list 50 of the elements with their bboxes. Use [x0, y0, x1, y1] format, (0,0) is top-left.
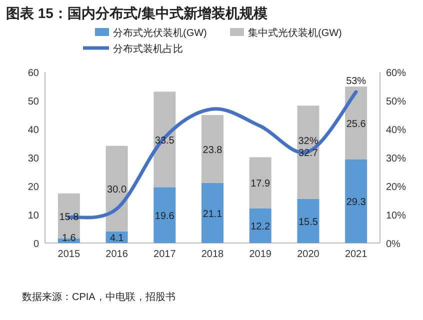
y2-tick-label: 0%	[386, 239, 401, 250]
bar	[202, 115, 224, 183]
data-label: 21.1	[202, 208, 223, 220]
legend-label: 分布式光伏装机(GW)	[113, 27, 207, 39]
chart-title: 图表 15：国内分布式/集中式新增装机规模	[6, 5, 268, 21]
y-tick-label: 20	[28, 182, 40, 193]
y-tick-label: 30	[28, 154, 40, 164]
data-label: 32%	[298, 136, 318, 147]
bar	[249, 208, 272, 243]
x-tick-label: 2017	[154, 249, 176, 260]
bar	[106, 146, 128, 232]
x-tick-label: 2019	[249, 249, 272, 260]
y-tick-label: 10	[28, 210, 40, 222]
data-label: 19.6	[154, 211, 175, 222]
bar	[297, 198, 320, 243]
data-label: 12.2	[250, 222, 271, 233]
legend-label: 分布式装机占比	[113, 43, 183, 55]
x-tick-label: 2016	[106, 249, 128, 260]
bar	[345, 159, 368, 243]
bar	[297, 106, 320, 199]
bar	[202, 182, 224, 243]
data-label: 4.1	[110, 233, 124, 244]
y-tick-label: 50	[28, 96, 40, 108]
bar	[154, 187, 176, 243]
x-tick-label: 2021	[344, 249, 368, 260]
source-note: 数据来源：CPIA，中电联，招股书	[22, 291, 176, 303]
x-tick-label: 2015	[58, 249, 80, 260]
y2-tick-label: 50%	[386, 96, 406, 108]
x-tick-label: 2018	[201, 249, 224, 260]
data-label: 15.5	[298, 216, 318, 228]
data-label: 29.3	[346, 197, 366, 208]
y2-tick-label: 30%	[386, 154, 406, 164]
y-tick-label: 0	[33, 239, 40, 250]
y2-tick-label: 20%	[386, 182, 406, 193]
data-label: 25.6	[346, 119, 366, 130]
y2-tick-label: 40%	[386, 125, 406, 136]
bar	[345, 86, 368, 160]
y2-tick-label: 10%	[386, 210, 406, 222]
data-label: 30.0	[107, 184, 127, 196]
y-tick-label: 60	[28, 68, 40, 79]
data-label: 53%	[346, 76, 366, 87]
bar	[249, 157, 272, 208]
legend-label: 集中式光伏装机(GW)	[248, 27, 342, 39]
data-label: 17.9	[250, 178, 271, 190]
data-label: 23.8	[202, 144, 223, 156]
bar	[154, 92, 176, 188]
data-label: 15.8	[59, 212, 80, 223]
y-tick-label: 40	[28, 125, 40, 136]
y2-tick-label: 60%	[386, 68, 406, 79]
x-tick-label: 2020	[297, 249, 320, 260]
